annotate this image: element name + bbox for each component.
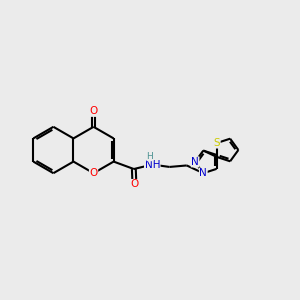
Text: O: O [89,106,98,116]
Text: NH: NH [145,160,160,170]
Text: O: O [89,168,98,178]
Text: N: N [200,168,207,178]
Text: N: N [191,157,199,167]
Text: S: S [214,138,220,148]
Text: O: O [130,179,139,190]
Text: H: H [146,152,153,161]
